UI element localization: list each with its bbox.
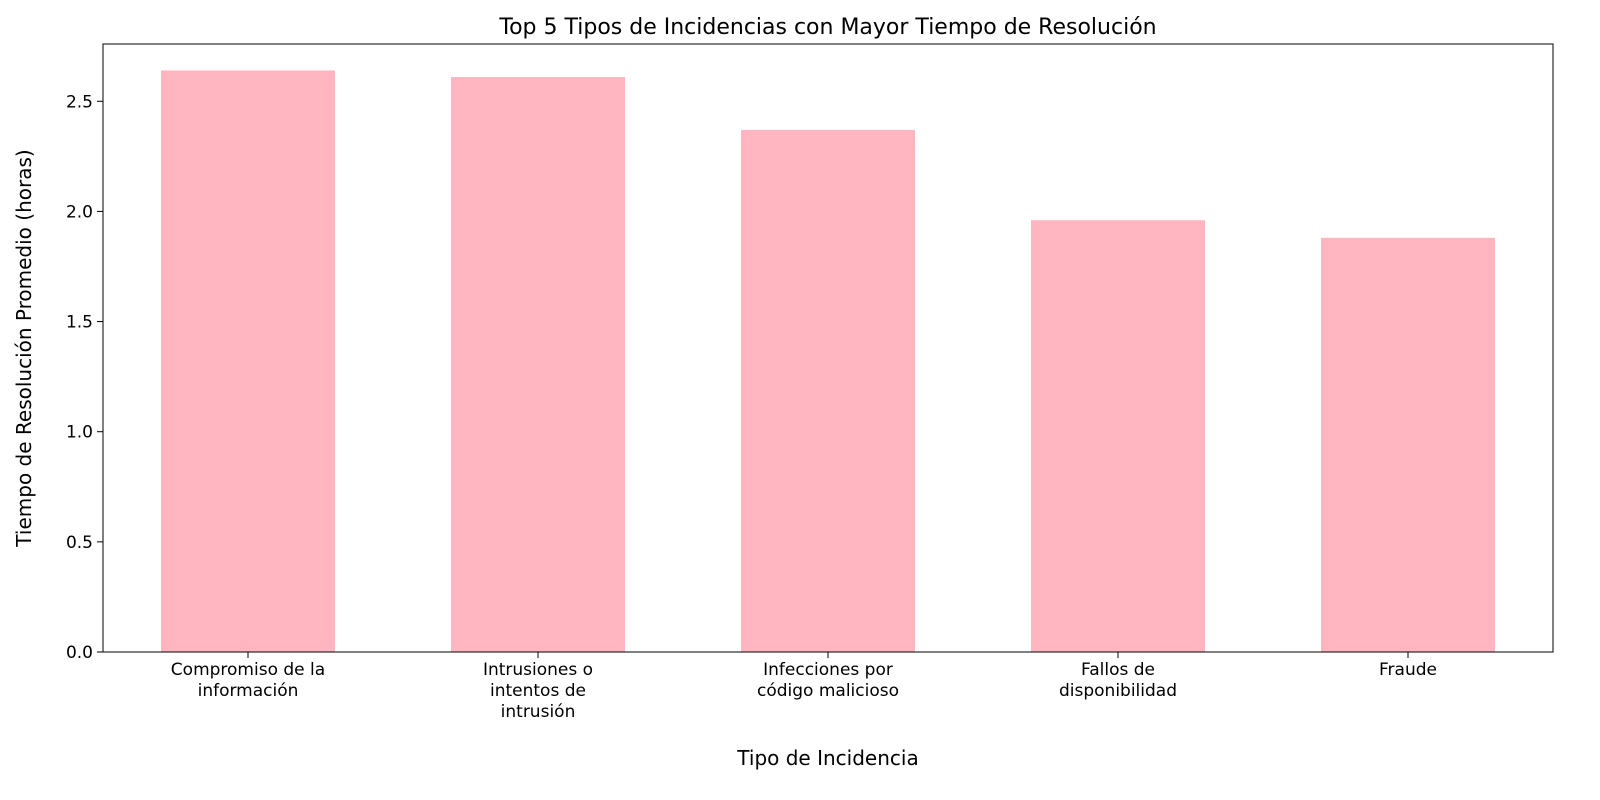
x-tick-label-5: Fraude: [1379, 660, 1437, 680]
x-tick-label-3: Infecciones por código malicioso: [757, 660, 899, 701]
y-tick-label-6: 2.5: [66, 92, 93, 112]
bar-3: [741, 129, 915, 653]
y-tick-label-5: 2.0: [66, 202, 93, 222]
x-axis-label: Tipo de Incidencia: [736, 746, 918, 770]
x-tick-label-1: Compromiso de la información: [171, 660, 325, 701]
y-tick-label-4: 1.5: [66, 313, 93, 333]
bar-5: [1321, 237, 1495, 652]
x-axis: Compromiso de la información Intrusiones o…: [171, 652, 1437, 722]
x-tick-label-2: Intrusiones o intentos de intrusión: [483, 660, 593, 722]
chart-title: Top 5 Tipos de Incidencias con Mayor Tie…: [498, 15, 1156, 40]
y-tick-label-2: 0.5: [66, 533, 93, 553]
x-tick-label-4: Fallos de disponibilidad: [1059, 660, 1177, 701]
bar-1: [161, 70, 335, 652]
bar-4: [1031, 220, 1205, 653]
bar-2: [451, 77, 625, 653]
bars-group: [161, 70, 1495, 653]
y-tick-label-3: 1.0: [66, 423, 93, 443]
y-axis-label: Tiempo de Resolución Promedio (horas): [12, 149, 36, 547]
y-axis: 0.0 0.5 1.0 1.5 2.0 2.5: [66, 92, 103, 663]
y-tick-label-1: 0.0: [66, 643, 93, 663]
